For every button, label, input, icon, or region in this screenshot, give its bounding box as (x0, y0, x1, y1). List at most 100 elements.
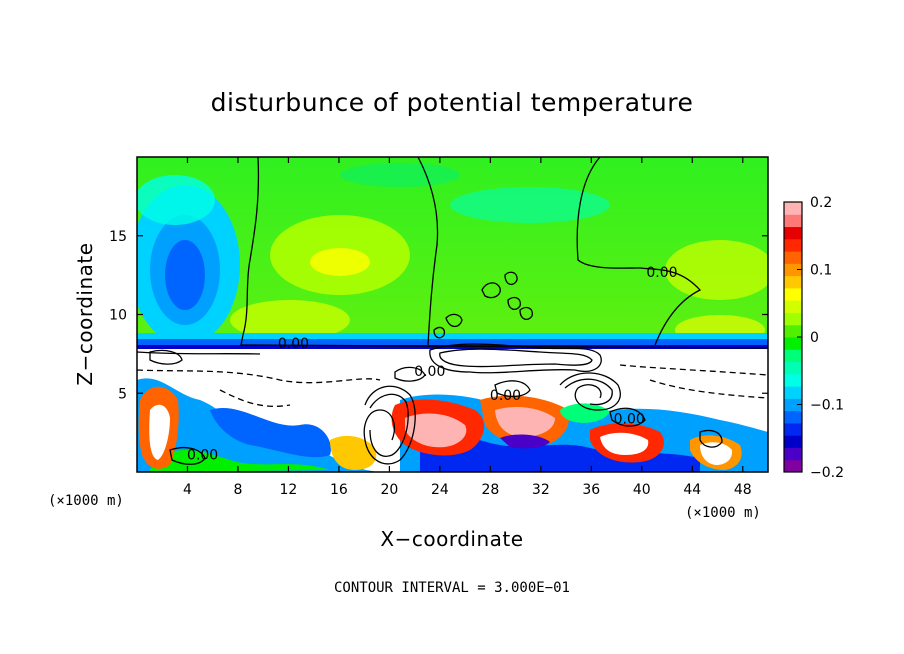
colorbar-swatch (784, 398, 802, 412)
x-tick-label: 24 (431, 482, 449, 498)
contour-interval-note: CONTOUR INTERVAL = 3.000E−01 (334, 580, 570, 596)
colorbar-swatch (784, 312, 802, 326)
colorbar-swatch (784, 459, 802, 473)
field-yellow-patch (230, 300, 350, 340)
colorbar-swatch (784, 447, 802, 461)
contour-zero-line (137, 351, 261, 355)
field-yellow-patch (665, 240, 768, 300)
colorbar-swatch (784, 238, 802, 252)
contour-label: 0.00 (278, 336, 309, 352)
x-tick-label: 16 (330, 482, 348, 498)
contour-dashed-line (219, 389, 291, 407)
contour-eddy (363, 385, 416, 465)
plot-area: 0.00 0.00 0.00 0.00 0.00 0.00 (137, 157, 768, 472)
colorbar-swatch (784, 251, 802, 264)
x-tick-label: 12 (280, 482, 298, 498)
field-turbulent-blue (210, 407, 331, 458)
chart-title: disturbunce of potential temperature (211, 88, 694, 117)
contour-label: 0.00 (414, 364, 445, 380)
colorbar-swatch (784, 349, 802, 363)
contour-closed-loop (429, 343, 602, 374)
colorbar-swatch (784, 337, 802, 350)
contour-closed-loop (507, 296, 521, 311)
x-unit-label-left: (×1000 m) (48, 493, 124, 509)
colorbar-swatch (784, 226, 802, 240)
field-warm-red (700, 442, 733, 465)
x-tick-label: 40 (633, 482, 651, 498)
contour-closed-loop (445, 313, 463, 328)
colorbar-swatch (784, 435, 802, 448)
field-turbulent-blue (137, 378, 380, 472)
contour-label: 0.00 (187, 448, 218, 464)
contour-label: 0.00 (614, 411, 645, 427)
contour-label: 0.00 (490, 388, 521, 404)
colorbar-tick-label: 0 (810, 330, 819, 346)
colorbar-tick-label: 0.1 (810, 263, 832, 279)
field-blue-band (137, 339, 768, 345)
contour-closed-loop (609, 407, 646, 427)
colorbar-swatch (784, 263, 802, 277)
colorbar-swatch (784, 202, 802, 215)
contour-closed-loop (519, 306, 533, 321)
y-axis: 5 10 15 (109, 229, 768, 402)
contour-closed-loop (149, 349, 183, 365)
field-warm-red (600, 432, 649, 455)
colorbar-tick-label: 0.2 (810, 195, 832, 211)
x-tick-label: 36 (582, 482, 600, 498)
field-cyan-patch (450, 187, 610, 223)
x-tick-label: 4 (183, 482, 192, 498)
contour-closed-loop (394, 366, 426, 382)
x-tick-label: 32 (532, 482, 550, 498)
y-tick-label: 10 (109, 308, 127, 324)
colorbar-frame (783, 201, 803, 473)
field-blue-pool (137, 175, 215, 225)
x-axis-label: X−coordinate (380, 527, 523, 551)
colorbar-swatch (784, 214, 802, 228)
x-unit-label-right: (×1000 m) (685, 505, 761, 521)
colorbar-swatch (784, 300, 802, 313)
colorbar-swatch (784, 386, 802, 399)
colorbar-tick-label: −0.1 (810, 398, 844, 414)
field-blue-pool (165, 240, 205, 310)
contour-dashed-line (619, 364, 768, 376)
colorbar-swatch (784, 287, 802, 301)
field-warm-red (405, 413, 467, 448)
field-green-patch (560, 403, 610, 423)
contour-label: 0.00 (646, 265, 677, 281)
colorbar-swatch (784, 324, 802, 338)
contour-closed-loop (481, 282, 501, 299)
colorbar: 0.2 0.1 0 −0.1 −0.2 (784, 195, 844, 481)
x-tick-label: 48 (734, 482, 752, 498)
y-tick-label: 15 (109, 229, 127, 245)
y-tick-label: 5 (118, 386, 127, 402)
x-tick-label: 44 (683, 482, 701, 498)
field-warm-red (495, 406, 555, 437)
contour-lines (137, 157, 768, 465)
field-yellow-patch (310, 248, 370, 276)
colorbar-swatch (784, 361, 802, 375)
contour-eddy (559, 372, 621, 411)
x-tick-label: 28 (481, 482, 499, 498)
field-cyan-patch (340, 163, 460, 187)
field-warm-red (149, 404, 170, 460)
contour-eddy (564, 378, 613, 406)
contour-closed-loop (433, 326, 446, 339)
x-axis: 4 8 12 16 20 24 28 32 36 40 44 48 (183, 157, 752, 498)
colorbar-swatch (784, 373, 802, 387)
contour-dashed-line (137, 369, 381, 384)
field-turbulent-green (150, 450, 330, 472)
contour-closed-loop (439, 348, 593, 368)
colorbar-swatch (784, 422, 802, 436)
contour-zero-line (576, 157, 702, 346)
field-blue-band (137, 333, 768, 339)
contour-zero-line (240, 157, 768, 349)
y-axis-label: Z−coordinate (73, 242, 97, 385)
contour-labels: 0.00 0.00 0.00 0.00 0.00 0.00 (187, 265, 678, 464)
x-tick-label: 20 (380, 482, 398, 498)
colorbar-swatch (784, 275, 802, 289)
field-blue-band (137, 345, 768, 349)
colorbar-swatch (784, 410, 802, 424)
contour-closed-loop (699, 429, 723, 448)
contour-eddy (369, 393, 409, 457)
